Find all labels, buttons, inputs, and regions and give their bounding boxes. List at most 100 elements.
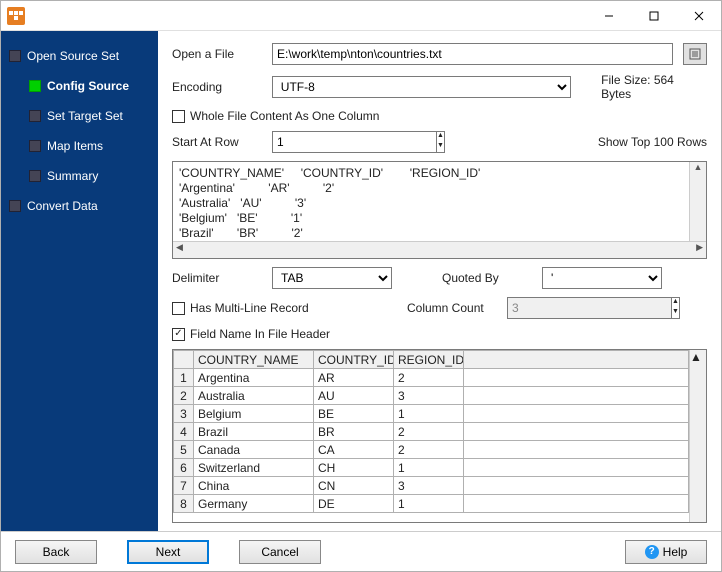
quoted-by-label: Quoted By bbox=[442, 271, 532, 285]
file-icon bbox=[688, 47, 702, 61]
multiline-checkbox[interactable]: Has Multi-Line Record bbox=[172, 301, 372, 315]
spin-down-icon[interactable]: ▼ bbox=[672, 308, 679, 318]
cell[interactable]: AR bbox=[314, 369, 394, 387]
cell[interactable]: Switzerland bbox=[194, 459, 314, 477]
column-header[interactable]: COUNTRY_ID bbox=[314, 351, 394, 369]
multiline-label: Has Multi-Line Record bbox=[190, 301, 309, 315]
wizard-footer: Back Next Cancel ? Help bbox=[1, 531, 721, 571]
row-number: 6 bbox=[174, 459, 194, 477]
column-count-label: Column Count bbox=[407, 301, 497, 315]
cell[interactable]: BR bbox=[314, 423, 394, 441]
sidebar-item-config-source[interactable]: Config Source bbox=[1, 71, 158, 101]
spin-up-icon[interactable]: ▲ bbox=[437, 132, 444, 142]
close-button[interactable] bbox=[676, 1, 721, 31]
table-row[interactable]: 1ArgentinaAR2 bbox=[174, 369, 689, 387]
grid-vscrollbar[interactable]: ▲ bbox=[689, 350, 706, 522]
preview-hscrollbar[interactable]: ◀▶ bbox=[173, 241, 706, 258]
preview-line: 'COUNTRY_NAME' 'COUNTRY_ID' 'REGION_ID' bbox=[179, 166, 700, 181]
sidebar-item-label: Set Target Set bbox=[47, 109, 123, 123]
file-path-input[interactable] bbox=[272, 43, 673, 65]
cell[interactable]: 3 bbox=[394, 477, 464, 495]
next-button[interactable]: Next bbox=[127, 540, 209, 564]
column-header[interactable]: COUNTRY_NAME bbox=[194, 351, 314, 369]
delimiter-select[interactable]: TAB bbox=[272, 267, 392, 289]
quoted-by-select[interactable]: ' bbox=[542, 267, 662, 289]
cell[interactable]: 2 bbox=[394, 423, 464, 441]
table-row[interactable]: 8GermanyDE1 bbox=[174, 495, 689, 513]
back-button[interactable]: Back bbox=[15, 540, 97, 564]
table-row[interactable]: 7ChinaCN3 bbox=[174, 477, 689, 495]
spin-up-icon[interactable]: ▲ bbox=[672, 298, 679, 308]
main-panel: Open a File Encoding UTF-8 File Size: 56… bbox=[158, 31, 721, 531]
cell[interactable]: CA bbox=[314, 441, 394, 459]
encoding-label: Encoding bbox=[172, 80, 262, 94]
field-name-header-checkbox[interactable]: ✓ Field Name In File Header bbox=[172, 327, 330, 341]
help-button[interactable]: ? Help bbox=[625, 540, 707, 564]
whole-file-label: Whole File Content As One Column bbox=[190, 109, 379, 123]
sidebar-item-summary[interactable]: Summary bbox=[1, 161, 158, 191]
start-row-spinner[interactable]: ▲▼ bbox=[272, 131, 392, 153]
step-marker-icon bbox=[29, 110, 41, 122]
raw-preview: 'COUNTRY_NAME' 'COUNTRY_ID' 'REGION_ID' '… bbox=[172, 161, 707, 259]
table-row[interactable]: 2AustraliaAU3 bbox=[174, 387, 689, 405]
cell[interactable]: China bbox=[194, 477, 314, 495]
preview-line: 'Australia' 'AU' '3' bbox=[179, 196, 700, 211]
field-name-header-label: Field Name In File Header bbox=[190, 327, 330, 341]
row-number: 8 bbox=[174, 495, 194, 513]
table-row[interactable]: 5CanadaCA2 bbox=[174, 441, 689, 459]
maximize-button[interactable] bbox=[631, 1, 676, 31]
step-marker-icon bbox=[29, 170, 41, 182]
sidebar-item-label: Map Items bbox=[47, 139, 103, 153]
cell[interactable]: Canada bbox=[194, 441, 314, 459]
sidebar-item-label: Summary bbox=[47, 169, 98, 183]
help-icon: ? bbox=[645, 545, 659, 559]
data-grid: COUNTRY_NAMECOUNTRY_IDREGION_ID1Argentin… bbox=[172, 349, 707, 523]
table-row[interactable]: 4BrazilBR2 bbox=[174, 423, 689, 441]
cell[interactable]: Germany bbox=[194, 495, 314, 513]
sidebar-item-set-target-set[interactable]: Set Target Set bbox=[1, 101, 158, 131]
column-header[interactable]: REGION_ID bbox=[394, 351, 464, 369]
cell[interactable]: 2 bbox=[394, 369, 464, 387]
titlebar bbox=[1, 1, 721, 31]
sidebar-item-label: Config Source bbox=[47, 79, 129, 93]
sidebar-item-convert-data[interactable]: Convert Data bbox=[1, 191, 158, 221]
cancel-button[interactable]: Cancel bbox=[239, 540, 321, 564]
encoding-select[interactable]: UTF-8 bbox=[272, 76, 571, 98]
spin-down-icon[interactable]: ▼ bbox=[437, 142, 444, 152]
minimize-button[interactable] bbox=[586, 1, 631, 31]
cell[interactable]: 1 bbox=[394, 405, 464, 423]
row-number: 3 bbox=[174, 405, 194, 423]
cell[interactable]: 2 bbox=[394, 441, 464, 459]
cell[interactable]: Belgium bbox=[194, 405, 314, 423]
cell[interactable]: BE bbox=[314, 405, 394, 423]
sidebar-item-open-source-set[interactable]: Open Source Set bbox=[1, 41, 158, 71]
table-row[interactable]: 6SwitzerlandCH1 bbox=[174, 459, 689, 477]
preview-line: 'Brazil' 'BR' '2' bbox=[179, 226, 700, 241]
cell[interactable]: CN bbox=[314, 477, 394, 495]
preview-vscrollbar[interactable]: ▲ bbox=[689, 162, 706, 241]
sidebar-item-map-items[interactable]: Map Items bbox=[1, 131, 158, 161]
app-icon bbox=[7, 7, 25, 25]
cell[interactable]: Australia bbox=[194, 387, 314, 405]
column-count-spinner[interactable]: ▲▼ bbox=[507, 297, 627, 319]
step-marker-icon bbox=[29, 80, 41, 92]
row-number: 7 bbox=[174, 477, 194, 495]
cell[interactable]: Brazil bbox=[194, 423, 314, 441]
cell[interactable]: Argentina bbox=[194, 369, 314, 387]
wizard-window: Open Source Set Config Source Set Target S… bbox=[0, 0, 722, 572]
open-file-label: Open a File bbox=[172, 47, 262, 61]
row-number: 1 bbox=[174, 369, 194, 387]
whole-file-checkbox[interactable]: Whole File Content As One Column bbox=[172, 109, 379, 123]
table-row[interactable]: 3BelgiumBE1 bbox=[174, 405, 689, 423]
preview-line: 'Belgium' 'BE' '1' bbox=[179, 211, 700, 226]
cell[interactable]: 1 bbox=[394, 495, 464, 513]
cell[interactable]: DE bbox=[314, 495, 394, 513]
step-marker-icon bbox=[29, 140, 41, 152]
cell[interactable]: AU bbox=[314, 387, 394, 405]
wizard-sidebar: Open Source Set Config Source Set Target S… bbox=[1, 31, 158, 531]
browse-file-button[interactable] bbox=[683, 43, 707, 65]
sidebar-item-label: Open Source Set bbox=[27, 49, 119, 63]
cell[interactable]: CH bbox=[314, 459, 394, 477]
cell[interactable]: 3 bbox=[394, 387, 464, 405]
cell[interactable]: 1 bbox=[394, 459, 464, 477]
